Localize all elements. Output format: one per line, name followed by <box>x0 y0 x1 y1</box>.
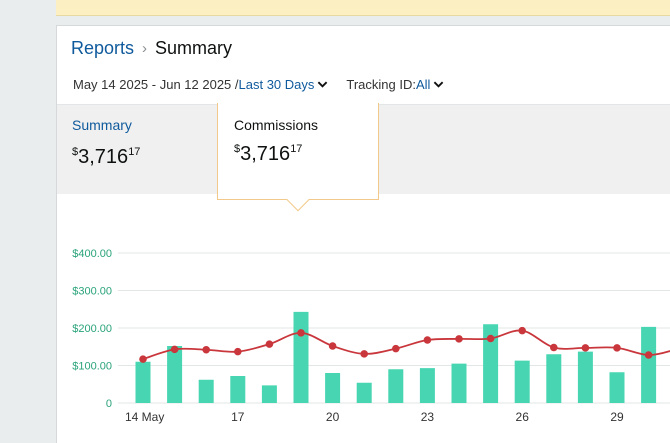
date-range-label: May 14 2025 - Jun 12 2025 / <box>73 77 239 92</box>
commissions-currency: $ <box>234 143 241 155</box>
x-tick-label: 29 <box>610 410 624 424</box>
y-tick-label: 0 <box>106 398 112 410</box>
x-tick-label: 23 <box>421 410 435 424</box>
period-dropdown[interactable]: Last 30 Days <box>238 77 315 92</box>
chart-bar <box>167 346 183 403</box>
line-point <box>644 351 653 359</box>
chart-bar <box>641 326 657 403</box>
line-point <box>360 350 369 358</box>
tab-summary-title: Summary <box>72 117 132 133</box>
line-point <box>297 329 305 337</box>
line-point <box>486 334 495 343</box>
chart-bar <box>198 379 214 403</box>
tracking-id-dropdown[interactable]: All <box>415 77 431 92</box>
line-point <box>455 335 463 343</box>
line-point <box>170 345 179 354</box>
x-tick-label: 20 <box>326 410 340 424</box>
line-point <box>392 344 400 353</box>
chevron-down-icon[interactable] <box>317 79 328 90</box>
x-tick-label: 17 <box>231 410 245 424</box>
line-point <box>202 345 210 354</box>
x-tick-label: 14 May <box>125 410 164 424</box>
report-card: Reports › Summary May 14 2025 - Jun 12 2… <box>56 25 670 443</box>
breadcrumb-reports-link[interactable]: Reports <box>71 38 135 58</box>
chart-bar <box>388 369 404 403</box>
line-point <box>139 355 147 363</box>
notification-banner <box>56 0 670 16</box>
chart-bar <box>356 382 372 403</box>
summary-amount-value: 3,716 <box>78 146 129 168</box>
y-tick-label: $200.00 <box>72 323 112 335</box>
commissions-cents: 17 <box>290 143 303 155</box>
chart-bar <box>577 351 593 403</box>
y-tick-label: $400.00 <box>72 248 112 260</box>
chart-bar <box>546 354 562 403</box>
line-point <box>550 343 558 352</box>
chart-bar <box>135 361 151 403</box>
line-point <box>234 347 242 356</box>
chart-bar <box>261 385 277 403</box>
tab-commissions-title: Commissions <box>234 117 319 133</box>
summary-cents: 17 <box>128 146 141 158</box>
chart-bar <box>325 373 341 403</box>
summary-amount: $3,71617 <box>72 146 140 169</box>
commissions-amount-value: 3,716 <box>240 143 291 165</box>
line-point <box>518 326 526 335</box>
breadcrumb: Reports › Summary <box>71 38 232 59</box>
metric-tabs: Summary $3,71617 Commissions $3,71617 <box>57 103 670 212</box>
tab-summary[interactable]: Summary $3,71617 <box>72 117 140 169</box>
filter-bar: May 14 2025 - Jun 12 2025 / Last 30 Days… <box>73 77 444 92</box>
chart-bar <box>609 372 625 403</box>
x-tick-label: 26 <box>516 410 530 424</box>
chevron-down-icon[interactable] <box>433 79 444 90</box>
chart-bar <box>514 360 530 403</box>
chart-bar <box>293 311 309 403</box>
chart-bar <box>230 376 246 403</box>
line-point <box>265 340 274 348</box>
tracking-id-label: Tracking ID: <box>346 77 416 92</box>
line-point <box>581 344 590 352</box>
chart-bar <box>483 324 499 403</box>
line-point <box>328 342 337 350</box>
y-tick-label: $300.00 <box>72 286 112 298</box>
y-tick-label: $100.00 <box>72 361 112 373</box>
chart-bar <box>419 368 435 403</box>
page-title: Summary <box>155 38 233 58</box>
line-point <box>423 336 432 344</box>
line-point <box>613 344 621 352</box>
summary-currency: $ <box>72 146 79 158</box>
chevron-right-icon: › <box>142 40 148 57</box>
commissions-amount: $3,71617 <box>234 143 302 166</box>
tab-commissions[interactable]: Commissions $3,71617 <box>217 103 379 212</box>
chart-bar <box>451 363 467 403</box>
